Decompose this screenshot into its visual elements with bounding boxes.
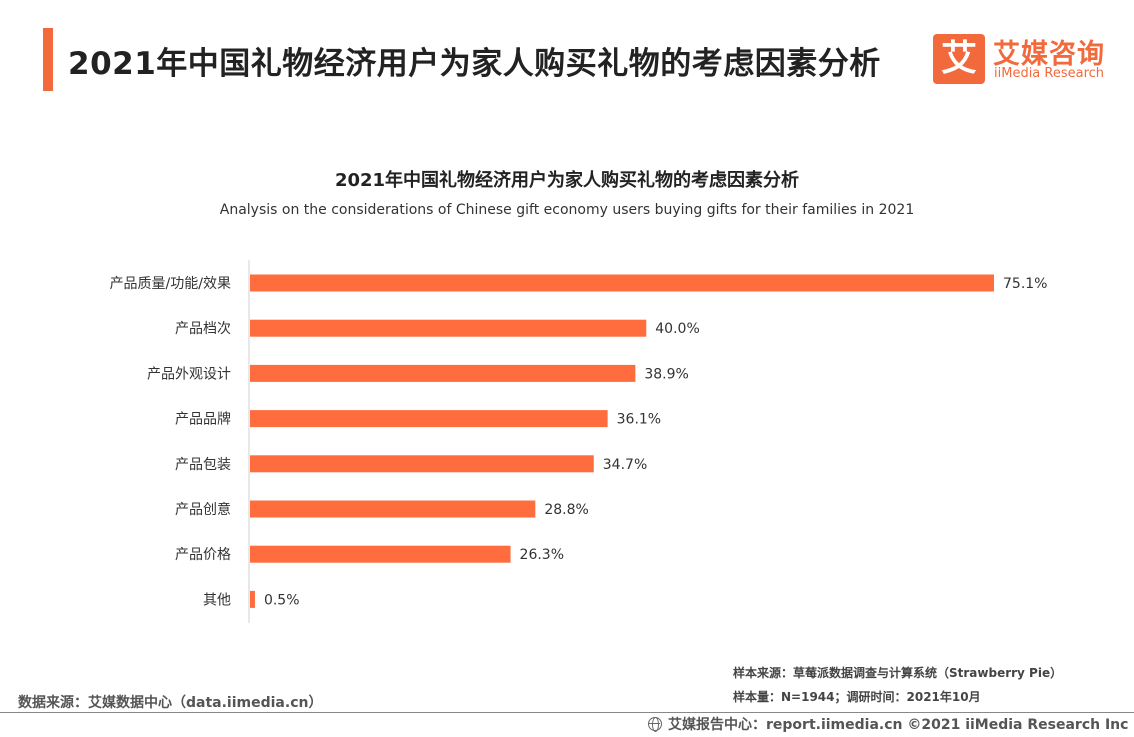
logo-english-name: iiMedia Research [994, 66, 1105, 81]
bar [250, 274, 994, 292]
footer: 艾媒报告中心：report.iimedia.cn ©2021 iiMedia R… [648, 714, 1128, 734]
category-label: 产品档次 [175, 321, 231, 337]
value-label: 38.9% [644, 366, 688, 382]
data-source: 数据来源：艾媒数据中心（data.iimedia.cn） [18, 695, 323, 711]
value-label: 75.1% [1003, 276, 1047, 292]
value-label: 0.5% [264, 592, 300, 608]
globe-icon [648, 717, 662, 732]
bar-chart: 产品质量/功能/效果 75.1% 产品档次 40.0% 产品外观设计 38.9% 产品品牌 3… [110, 260, 1047, 623]
page-title: 2021年中国礼物经济用户为家人购买礼物的考虑因素分析 [68, 46, 881, 82]
title-accent-bar [43, 28, 53, 91]
value-label: 34.7% [603, 457, 647, 473]
logo-badge-text: 艾 [940, 38, 977, 79]
category-label: 产品外观设计 [147, 366, 231, 382]
bar [250, 500, 536, 518]
category-label: 产品质量/功能/效果 [110, 276, 231, 292]
bar [250, 590, 255, 608]
sample-source-note: 样本来源：草莓派数据调查与计算系统（Strawberry Pie） [733, 666, 1063, 680]
iimedia-logo: 艾 艾媒咨询 iiMedia Research [933, 30, 1123, 86]
chart-title: 2021年中国礼物经济用户为家人购买礼物的考虑因素分析 [334, 170, 800, 191]
category-label: 其他 [203, 592, 231, 608]
bar [250, 545, 511, 563]
sample-size-note: 样本量：N=1944；调研时间：2021年10月 [733, 690, 981, 704]
bar [250, 364, 636, 382]
value-label: 28.8% [544, 502, 588, 518]
chart-subtitle: Analysis on the considerations of Chines… [219, 202, 915, 218]
value-label: 36.1% [617, 412, 661, 428]
footer-divider [0, 712, 1134, 713]
bar [250, 455, 594, 473]
value-label: 26.3% [520, 547, 564, 563]
logo-badge: 艾 [933, 34, 985, 84]
footer-text: 艾媒报告中心：report.iimedia.cn ©2021 iiMedia R… [668, 717, 1129, 733]
logo-chinese-name: 艾媒咨询 [993, 39, 1105, 70]
category-label: 产品品牌 [175, 411, 231, 428]
value-label: 40.0% [655, 321, 699, 337]
category-label: 产品创意 [175, 501, 231, 518]
bar [250, 319, 647, 337]
category-label: 产品包装 [175, 457, 231, 473]
category-label: 产品价格 [175, 547, 231, 563]
bar [250, 410, 608, 428]
